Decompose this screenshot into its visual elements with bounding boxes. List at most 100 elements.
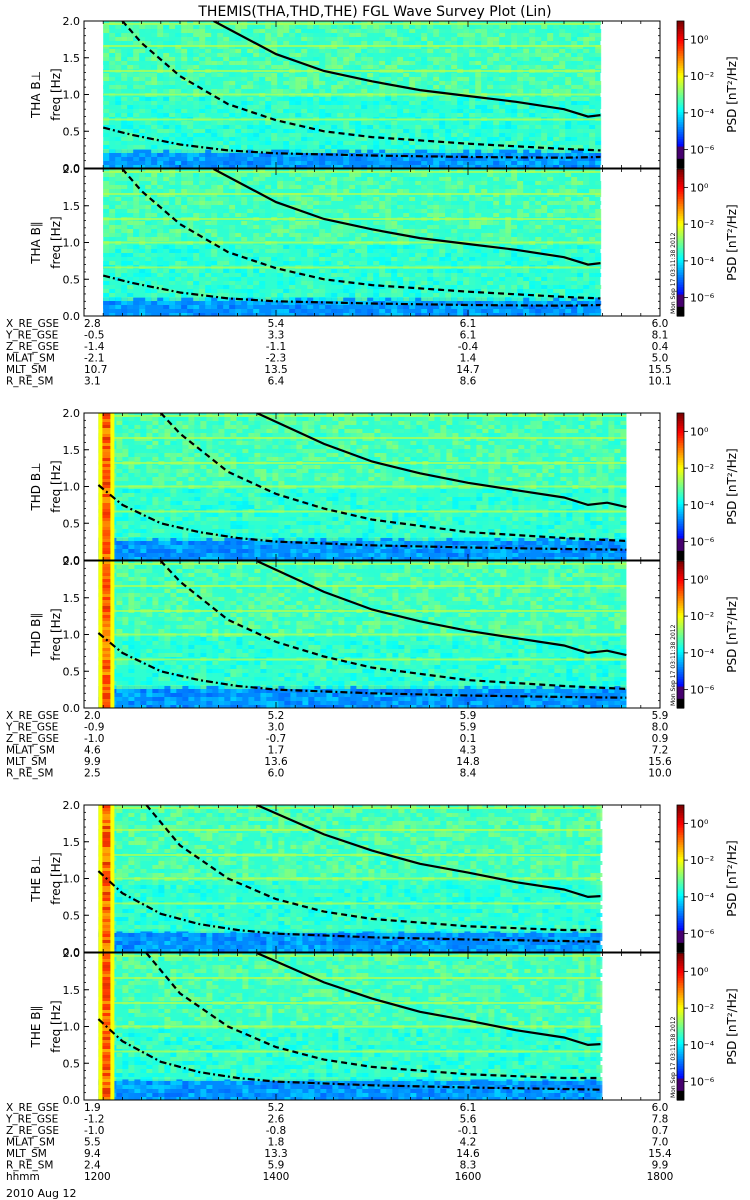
- colorbar-tick-label: 10⁻⁶: [690, 928, 715, 941]
- ephemeris-thd: X_RE_GSE 2.0 5.2 5.9 5.9Y_RE_GSE -0.9 3.0 5.9 8.…: [5, 710, 672, 780]
- colorbar: 10⁰ 10⁻² 10⁻⁴ 10⁻⁶ PSD [nT²/Hz]: [676, 952, 739, 1101]
- ephemeris-value: 9.9: [652, 1160, 669, 1172]
- ephemeris-value: 4.2: [460, 1137, 477, 1149]
- spectrogram-image: [97, 805, 603, 952]
- colorbar-tick-label: 10⁰: [690, 181, 709, 194]
- y-tick-label: 1.5: [63, 444, 81, 457]
- ephemeris-value: 9.4: [84, 1148, 101, 1160]
- y-tick-label: 1.0: [63, 1021, 81, 1034]
- ephemeris-value: 13.6: [264, 756, 288, 768]
- fce-curve: [256, 805, 601, 899]
- y-tick-label: 0.0: [63, 162, 81, 175]
- y-axis-label: freq [Hz]: [49, 68, 63, 120]
- colorbar: 10⁰ 10⁻² 10⁻⁴ 10⁻⁶ PSD [nT²/Hz]: [676, 560, 739, 709]
- ephemeris-value: 0.9: [652, 733, 669, 745]
- ephemeris-value: 5.5: [84, 1137, 101, 1149]
- panel-label: THA B∥: [29, 221, 43, 265]
- ephemeris-row-label: Y_RE_GSE: [5, 330, 58, 342]
- spectrogram-panel-tha-par: 0.0 0.5 1.0 1.5 2.0 THA B∥ freq [Hz] 10⁰ 10⁻² 10⁻…: [29, 163, 739, 323]
- y-tick-label: 0.5: [63, 665, 81, 678]
- ephemeris-value: 10.7: [84, 364, 107, 376]
- ephemeris-value: 15.4: [648, 1148, 672, 1160]
- ephemeris-value: 1800: [647, 1171, 674, 1183]
- ephemeris-row-label: MLT_SM: [6, 756, 47, 768]
- spectrogram-panel-thd-perp: 0.0 0.5 1.0 1.5 2.0 THD B⊥ freq [Hz] 10⁰ 10⁻² 10⁻…: [29, 407, 739, 567]
- y-tick-label: 2.0: [63, 407, 81, 420]
- half-fce-curve: [159, 561, 627, 690]
- ephemeris-value: 2.8: [84, 318, 101, 330]
- colorbar-tick-label: 10⁻²: [690, 610, 714, 623]
- y-tick-label: 0.0: [63, 946, 81, 959]
- ephemeris-row-label: Z_RE_GSE: [6, 733, 59, 745]
- colorbar: 10⁰ 10⁻² 10⁻⁴ 10⁻⁶ PSD [nT²/Hz]: [676, 804, 739, 953]
- ephemeris-value: -0.4: [458, 341, 479, 353]
- y-tick-label: 0.5: [63, 125, 81, 138]
- ephemeris-value: 2.5: [84, 768, 101, 780]
- ephemeris-row-label: X_RE_GSE: [6, 318, 59, 330]
- colorbar: 10⁰ 10⁻² 10⁻⁴ 10⁻⁶ PSD [nT²/Hz]: [676, 412, 739, 561]
- fce-curve: [256, 413, 627, 509]
- plot-timestamp: Mon Sep 17 03:11:38 2012: [670, 1016, 677, 1098]
- ephemeris-value: -0.9: [84, 722, 105, 734]
- y-axis-label: freq [Hz]: [49, 460, 63, 512]
- y-tick-label: 0.5: [63, 273, 81, 286]
- ephemeris-row-label: R_RE_SM: [6, 376, 53, 388]
- ephemeris-value: 5.9: [460, 722, 477, 734]
- ephemeris-value: 8.3: [460, 1160, 477, 1172]
- y-tick-label: 2.0: [63, 163, 81, 176]
- y-tick-label: 0.0: [63, 310, 81, 323]
- tenth-fce-curve: [97, 484, 627, 551]
- panel-label: THE B∥: [29, 1006, 43, 1049]
- ephemeris-value: 6.0: [268, 768, 285, 780]
- colorbar-tick-label: 10⁰: [690, 425, 709, 438]
- colorbar-tick-label: 10⁰: [690, 33, 709, 46]
- ephemeris-value: 2.4: [84, 1160, 101, 1172]
- spectrogram-panels: 0.0 0.5 1.0 1.5 2.0 THA B⊥ freq [Hz] 10⁰ 10⁻² 10⁻…: [29, 15, 739, 1107]
- ephemeris-value: 5.4: [268, 318, 285, 330]
- ephemeris-value: 1400: [263, 1171, 290, 1183]
- spectrogram-panel-thd-par: 0.0 0.5 1.0 1.5 2.0 THD B∥ freq [Hz] 10⁰ 10⁻² 10⁻…: [29, 555, 739, 715]
- date-label: 2010 Aug 12: [6, 1187, 76, 1200]
- ephemeris-value: 5.6: [460, 1114, 477, 1126]
- colorbar-tick-label: 10⁻⁶: [690, 1076, 715, 1089]
- colorbar-tick-label: 10⁻⁶: [690, 536, 715, 549]
- y-tick-label: 0.5: [63, 1057, 81, 1070]
- ephemeris-value: 13.5: [264, 364, 287, 376]
- ephemeris-tha: X_RE_GSE 2.8 5.4 6.1 6.0 Y_RE_GSE -0.5 3.3 6.1 8.…: [5, 318, 672, 388]
- ephemeris-value: 5.9: [652, 710, 669, 722]
- colorbar-tick-label: 10⁻⁴: [690, 107, 715, 120]
- ephemeris-value: 3.0: [268, 722, 285, 734]
- colorbar-label: PSD [nT²/Hz]: [725, 988, 739, 1064]
- plot-timestamp: Mon Sep 17 03:11:38 2012: [670, 624, 677, 706]
- y-tick-label: 1.0: [63, 89, 81, 102]
- colorbar-label: PSD [nT²/Hz]: [725, 448, 739, 524]
- ephemeris-value: 6.1: [460, 330, 477, 342]
- colorbar-tick-label: 10⁻²: [690, 462, 714, 475]
- ephemeris-row-label: Z_RE_GSE: [6, 1125, 59, 1137]
- ephemeris-value: -2.1: [84, 353, 105, 365]
- ephemeris-value: 5.2: [268, 710, 285, 722]
- ephemeris-value: 7.2: [652, 745, 669, 757]
- ephemeris-value: -1.1: [266, 341, 287, 353]
- ephemeris-value: -1.0: [84, 1125, 105, 1137]
- ephemeris-value: 0.4: [652, 341, 669, 353]
- spectrogram-image: [102, 21, 602, 168]
- colorbar-tick-label: 10⁻²: [690, 218, 714, 231]
- ephemeris-value: 6.1: [460, 318, 477, 330]
- colorbar-tick-label: 10⁻⁴: [690, 255, 715, 268]
- ephemeris-value: 14.7: [456, 364, 479, 376]
- plot-timestamp: Mon Sep 17 03:11:38 2012: [670, 232, 677, 314]
- y-tick-label: 2.0: [63, 799, 81, 812]
- spectrogram-panel-the-par: 0.0 0.5 1.0 1.5 2.0 THE B∥ freq [Hz] 10⁰ 10⁻² 10⁻…: [29, 947, 739, 1107]
- half-fce-curve: [145, 805, 601, 932]
- ephemeris-row-label: Z_RE_GSE: [6, 341, 59, 353]
- ephemeris-value: 4.3: [460, 745, 477, 757]
- y-tick-label: 0.0: [63, 702, 81, 715]
- ephemeris-value: 6.1: [460, 1102, 477, 1114]
- colorbar-label: PSD [nT²/Hz]: [725, 204, 739, 280]
- y-axis-label: freq [Hz]: [49, 608, 63, 660]
- y-tick-label: 1.5: [63, 592, 81, 605]
- half-fce-curve: [121, 21, 601, 152]
- ephemeris-row-label: R_RE_SM: [6, 768, 53, 780]
- spectrogram-image: [97, 413, 627, 560]
